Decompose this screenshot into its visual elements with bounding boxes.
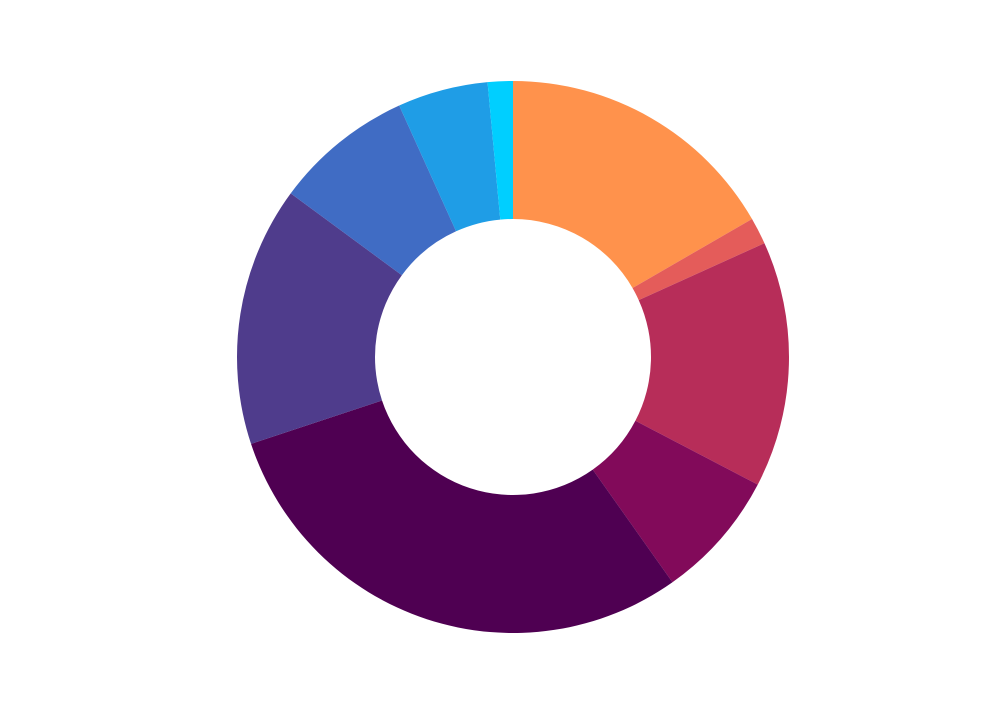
donut-slice-6 [237, 193, 402, 444]
donut-slice-3 [635, 243, 789, 485]
donut-slice-9 [487, 81, 513, 220]
donut-slice-7 [290, 105, 457, 276]
donut-slice-5 [251, 400, 673, 633]
donut-slice-1 [513, 81, 753, 288]
donut-slice-8 [399, 82, 501, 232]
donut-slice-2 [632, 219, 765, 301]
donut-slice-4 [592, 420, 758, 583]
